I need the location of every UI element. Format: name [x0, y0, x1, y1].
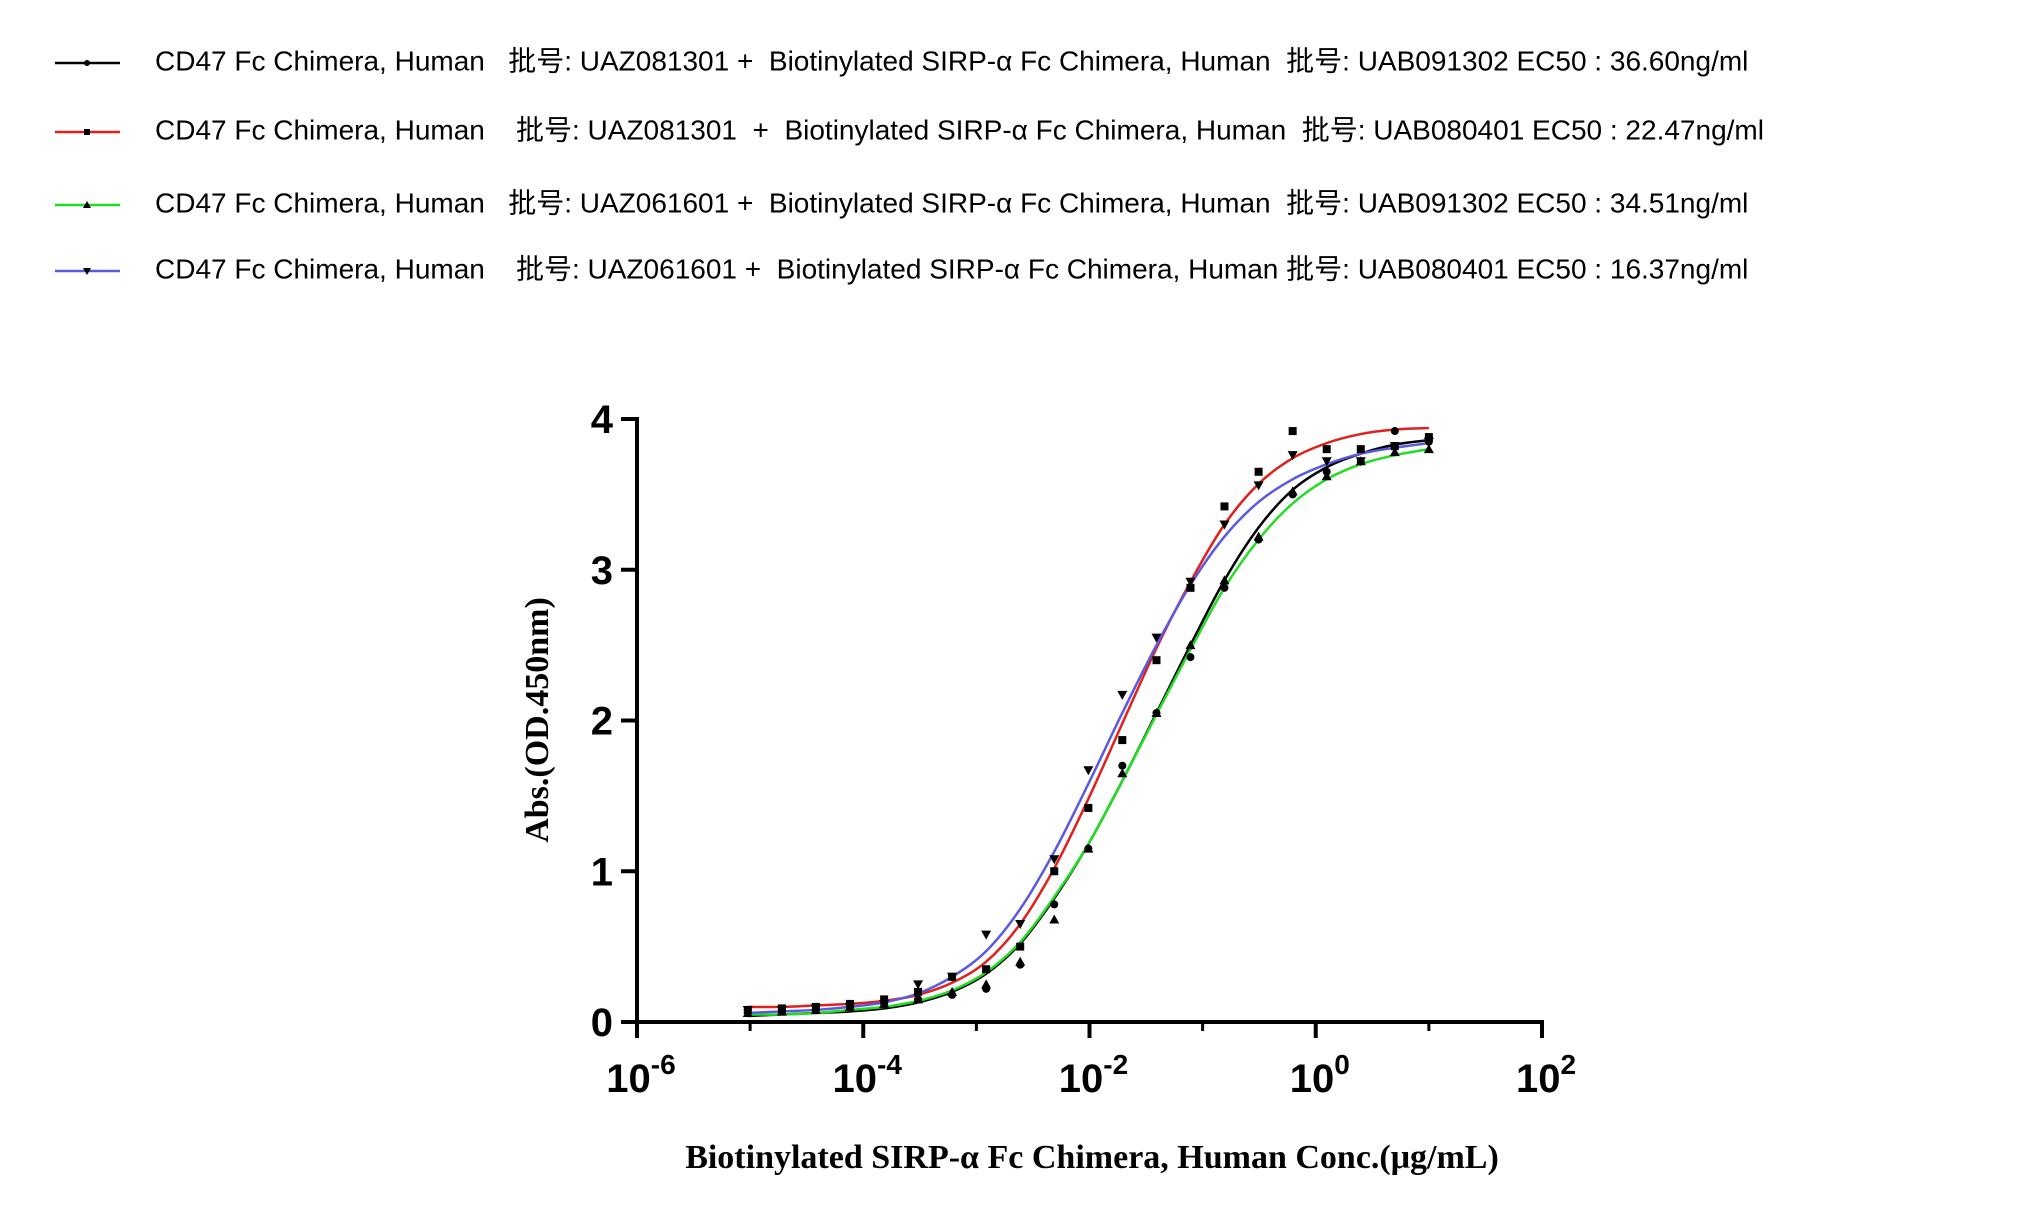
- data-point: [1118, 736, 1127, 745]
- legend-marker: [84, 129, 90, 135]
- data-point: [1015, 920, 1026, 930]
- x-tick-label: 100: [1290, 1049, 1350, 1101]
- data-point: [1219, 575, 1230, 585]
- data-point: [981, 979, 992, 989]
- x-tick-exponent: 2: [1560, 1049, 1576, 1080]
- data-point: [1049, 855, 1060, 865]
- data-point: [1219, 520, 1230, 530]
- data-point: [1015, 956, 1026, 966]
- data-point: [1322, 445, 1331, 454]
- data-point: [1220, 583, 1229, 592]
- data-point: [947, 986, 958, 996]
- data-point: [1356, 445, 1365, 454]
- data-point: [1185, 640, 1196, 650]
- x-tick-exponent: -2: [1103, 1049, 1128, 1080]
- data-point: [1117, 690, 1128, 700]
- data-point: [1016, 942, 1025, 951]
- y-tick-label: 1: [591, 850, 613, 894]
- data-point: [742, 1005, 753, 1015]
- data-point: [810, 1004, 821, 1014]
- data-point: [981, 930, 992, 940]
- legend-label: CD47 Fc Chimera, Human 批号: UAZ061601 + B…: [155, 253, 1748, 284]
- x-tick-base: 10: [1059, 1057, 1104, 1101]
- data-point: [1321, 471, 1332, 481]
- data-point: [1049, 914, 1060, 924]
- data-point: [1186, 583, 1195, 592]
- data-point: [913, 994, 924, 1004]
- data-point: [1321, 457, 1332, 467]
- x-tick-base: 10: [833, 1057, 878, 1101]
- x-tick-label: 10-4: [833, 1049, 903, 1101]
- data-point: [844, 1002, 855, 1012]
- x-tick-base: 10: [1290, 1057, 1335, 1101]
- data-point: [914, 987, 923, 996]
- data-point: [1287, 486, 1298, 496]
- x-tick-exponent: -6: [651, 1049, 676, 1080]
- data-point: [776, 1005, 787, 1015]
- fit-curve: [747, 441, 1430, 1015]
- data-point: [1186, 653, 1195, 662]
- y-tick-label: 2: [591, 700, 613, 744]
- data-point: [1390, 427, 1399, 436]
- legend-label: CD47 Fc Chimera, Human 批号: UAZ081301 + B…: [155, 114, 1764, 145]
- data-point: [1254, 467, 1263, 476]
- x-tick-base: 10: [606, 1057, 651, 1101]
- data-point: [1084, 803, 1093, 812]
- fit-curve: [747, 447, 1430, 1016]
- x-tick-base: 10: [1516, 1057, 1561, 1101]
- data-point: [1220, 502, 1229, 511]
- data-point: [1050, 867, 1059, 876]
- data-point: [1050, 900, 1059, 909]
- data-point: [1389, 442, 1400, 452]
- y-tick-label: 4: [591, 398, 614, 442]
- data-point: [1423, 437, 1434, 447]
- data-point: [1253, 481, 1264, 491]
- data-point: [1151, 707, 1162, 717]
- data-point: [947, 972, 958, 982]
- data-point: [1083, 766, 1094, 776]
- x-axis-label: Biotinylated SIRP-α Fc Chimera, Human Co…: [685, 1139, 1499, 1176]
- legend-marker: [83, 268, 91, 275]
- x-tick-label: 10-2: [1059, 1049, 1128, 1101]
- legend-label: CD47 Fc Chimera, Human 批号: UAZ081301 + B…: [155, 45, 1748, 76]
- y-axis-label: Abs.(OD.450nm): [519, 597, 556, 843]
- data-point: [1185, 577, 1196, 587]
- data-point: [1253, 531, 1264, 541]
- x-tick-exponent: 0: [1334, 1049, 1350, 1080]
- y-tick-label: 0: [591, 1001, 613, 1045]
- x-tick-exponent: -4: [877, 1049, 902, 1080]
- x-tick-label: 10-6: [606, 1049, 675, 1101]
- x-tick-label: 102: [1516, 1049, 1576, 1101]
- data-point: [1389, 447, 1400, 457]
- data-point: [1118, 761, 1127, 770]
- data-point: [1117, 768, 1128, 778]
- legend-marker: [84, 60, 90, 66]
- data-point: [1423, 444, 1434, 454]
- data-point: [1083, 843, 1094, 853]
- legend-label: CD47 Fc Chimera, Human 批号: UAZ061601 + B…: [155, 187, 1748, 218]
- fit-curve: [747, 426, 1429, 1009]
- data-point: [1288, 427, 1297, 436]
- data-point: [879, 999, 890, 1009]
- data-point: [1152, 656, 1161, 665]
- data-point: [1355, 457, 1366, 467]
- y-tick-label: 3: [591, 549, 613, 593]
- data-point: [913, 980, 924, 990]
- data-point: [1287, 451, 1298, 461]
- data-point: [1151, 633, 1162, 643]
- data-point: [982, 965, 991, 974]
- legend-marker: [83, 201, 91, 208]
- data-point: [1424, 433, 1433, 442]
